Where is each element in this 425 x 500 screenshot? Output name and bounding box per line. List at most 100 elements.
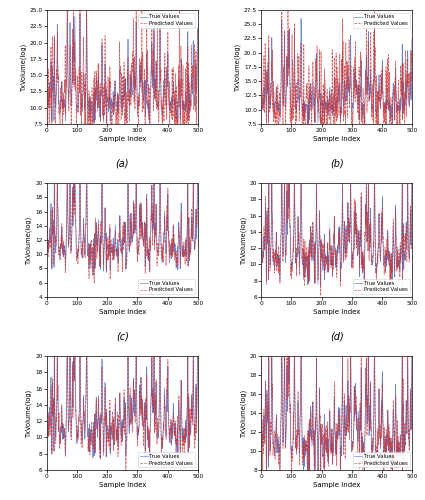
- True Values: [331, 252, 336, 258]
- True Values: [116, 435, 121, 441]
- Line: True Values: True Values: [261, 135, 412, 286]
- Y-axis label: TxVolume(log): TxVolume(log): [26, 216, 32, 264]
- Legend: True Values, Predicted Values: True Values, Predicted Values: [353, 280, 410, 294]
- Predicted Values: [409, 344, 414, 349]
- Predicted Values: [123, 468, 128, 473]
- True Values: [117, 408, 122, 414]
- True Values: [44, 360, 49, 366]
- True Values: [349, 100, 354, 106]
- True Values: [279, 296, 284, 302]
- Legend: True Values, Predicted Values: True Values, Predicted Values: [353, 12, 410, 28]
- True Values: [259, 359, 264, 365]
- True Values: [383, 262, 388, 268]
- True Values: [279, 132, 284, 138]
- True Values: [406, 254, 411, 260]
- Line: True Values: True Values: [261, 18, 412, 124]
- Predicted Values: [409, 60, 414, 66]
- Predicted Values: [192, 243, 197, 249]
- True Values: [91, 121, 96, 127]
- True Values: [259, 54, 264, 60]
- True Values: [195, 24, 200, 30]
- Predicted Values: [383, 264, 388, 270]
- True Values: [192, 244, 197, 250]
- Predicted Values: [349, 440, 354, 446]
- True Values: [318, 283, 323, 289]
- Line: Predicted Values: Predicted Values: [261, 175, 412, 296]
- Legend: True Values, Predicted Values: True Values, Predicted Values: [138, 280, 195, 294]
- True Values: [406, 99, 411, 105]
- Line: Predicted Values: Predicted Values: [47, 348, 198, 470]
- Legend: True Values, Predicted Values: True Values, Predicted Values: [138, 452, 195, 468]
- True Values: [135, 246, 140, 252]
- Text: (b): (b): [330, 158, 343, 168]
- Predicted Values: [349, 124, 354, 130]
- True Values: [117, 67, 122, 73]
- True Values: [406, 435, 411, 441]
- Predicted Values: [134, 62, 139, 68]
- Predicted Values: [332, 214, 337, 220]
- Predicted Values: [116, 230, 122, 236]
- True Values: [409, 160, 414, 166]
- Text: (d): (d): [330, 331, 343, 341]
- Predicted Values: [318, 293, 323, 299]
- X-axis label: Sample Index: Sample Index: [313, 482, 360, 488]
- True Values: [65, 138, 70, 143]
- Predicted Values: [117, 214, 122, 220]
- True Values: [332, 76, 337, 82]
- True Values: [349, 439, 354, 445]
- Line: Predicted Values: Predicted Values: [261, 346, 412, 488]
- Legend: True Values, Predicted Values: True Values, Predicted Values: [353, 452, 410, 468]
- True Values: [168, 254, 173, 260]
- True Values: [126, 406, 131, 412]
- Predicted Values: [168, 110, 173, 116]
- True Values: [168, 107, 173, 113]
- Predicted Values: [259, 189, 264, 195]
- Line: Predicted Values: Predicted Values: [261, 7, 412, 126]
- Predicted Values: [168, 251, 173, 257]
- Predicted Values: [44, 40, 49, 46]
- Predicted Values: [44, 192, 49, 198]
- True Values: [65, 1, 70, 7]
- True Values: [341, 433, 346, 439]
- Predicted Values: [259, 355, 264, 361]
- Predicted Values: [195, 26, 200, 32]
- Predicted Values: [195, 173, 200, 179]
- Predicted Values: [168, 437, 173, 443]
- Predicted Values: [331, 437, 336, 443]
- Predicted Values: [341, 119, 346, 125]
- True Values: [332, 394, 337, 400]
- Predicted Values: [55, 345, 60, 351]
- True Values: [134, 402, 139, 408]
- Predicted Values: [331, 252, 336, 258]
- Text: (a): (a): [116, 158, 129, 168]
- True Values: [168, 436, 173, 442]
- True Values: [116, 96, 122, 102]
- Text: (c): (c): [116, 331, 129, 341]
- Predicted Values: [126, 404, 131, 410]
- Y-axis label: TxVolume(log): TxVolume(log): [26, 389, 32, 437]
- Predicted Values: [285, 4, 290, 10]
- X-axis label: Sample Index: Sample Index: [313, 309, 360, 315]
- True Values: [84, 304, 89, 310]
- X-axis label: Sample Index: Sample Index: [99, 482, 146, 488]
- Predicted Values: [117, 39, 122, 45]
- True Values: [341, 250, 346, 256]
- True Values: [298, 16, 303, 22]
- Predicted Values: [383, 119, 388, 125]
- Predicted Values: [406, 94, 411, 100]
- Predicted Values: [126, 240, 131, 246]
- Predicted Values: [195, 345, 200, 351]
- Legend: True Values, Predicted Values: True Values, Predicted Values: [138, 12, 195, 28]
- Predicted Values: [135, 250, 140, 256]
- Predicted Values: [331, 92, 336, 98]
- Predicted Values: [44, 356, 49, 362]
- Predicted Values: [332, 379, 337, 385]
- Predicted Values: [126, 98, 131, 104]
- True Values: [331, 100, 336, 106]
- Predicted Values: [259, 39, 264, 45]
- Predicted Values: [341, 440, 346, 446]
- X-axis label: Sample Index: Sample Index: [99, 136, 146, 142]
- True Values: [332, 214, 337, 220]
- Line: True Values: True Values: [47, 308, 198, 462]
- True Values: [306, 120, 311, 126]
